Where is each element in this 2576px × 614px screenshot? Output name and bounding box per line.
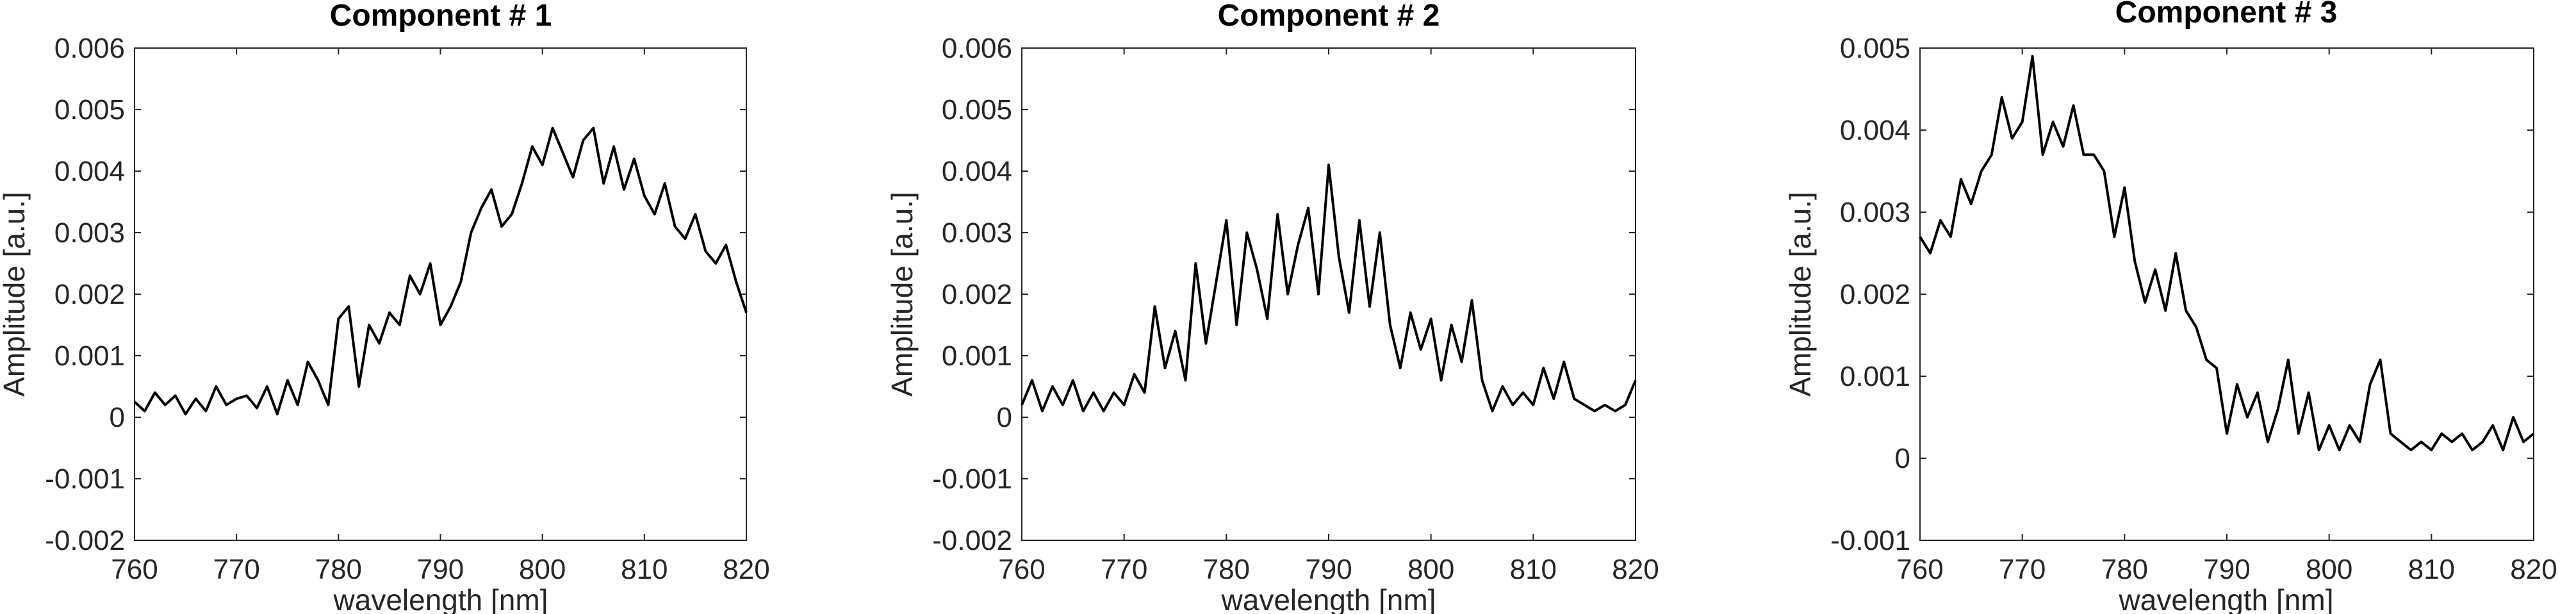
- chart-panel-3: Component # 3 -0.001 0 0.001 0.002 0.003 0.00…: [1784, 0, 2557, 614]
- plot-area: [1021, 47, 1636, 541]
- x-tick-label: 780: [315, 554, 362, 585]
- y-tick-label: 0.004: [54, 156, 125, 187]
- x-axis-label: wavelength [nm]: [1221, 583, 1436, 614]
- y-tick-label: 0.003: [942, 217, 1012, 249]
- y-tick-label: 0.003: [1840, 197, 1910, 228]
- x-tick-label: 820: [2510, 554, 2557, 585]
- y-tick-label: 0.005: [1840, 33, 1910, 64]
- y-tick-label: 0.003: [54, 217, 125, 249]
- x-tick-label: 770: [1101, 554, 1147, 585]
- y-tick-label: -0.001: [45, 463, 125, 495]
- x-tick-label: 790: [417, 554, 464, 585]
- y-tick-label: 0.002: [1840, 279, 1910, 310]
- x-tick-label: 820: [1612, 554, 1659, 585]
- y-tick-label: 0: [997, 402, 1012, 433]
- plot-area: [1919, 47, 2534, 541]
- x-tick-label: 790: [2203, 554, 2250, 585]
- plot-area: [134, 47, 747, 541]
- x-axis: 760 770 780 790 800 810 820: [111, 48, 770, 585]
- x-tick-label: 780: [2101, 554, 2148, 585]
- y-tick-label: 0.001: [54, 340, 125, 372]
- x-tick-label: 780: [1203, 554, 1250, 585]
- x-axis-label: wavelength [nm]: [2119, 583, 2334, 614]
- y-axis: -0.002 -0.001 0 0.001 0.002 0.003 0.004 0.005 0.…: [932, 33, 1636, 556]
- y-axis: -0.002 -0.001 0 0.001 0.002 0.003 0.004 0.005 0.…: [45, 33, 746, 556]
- x-tick-label: 770: [213, 554, 259, 585]
- chart-panel-1: Component # 1 -0.002 -0.001 0 0.001 0.002 0.0…: [0, 0, 770, 614]
- x-axis-label: wavelength [nm]: [333, 583, 548, 614]
- y-tick-label: 0.001: [1840, 361, 1910, 392]
- x-tick-label: 800: [519, 554, 566, 585]
- y-axis: -0.001 0 0.001 0.002 0.003 0.004 0.005: [1830, 33, 2534, 556]
- y-tick-label: 0: [1895, 443, 1910, 474]
- x-tick-label: 800: [2306, 554, 2352, 585]
- x-tick-label: 760: [111, 554, 158, 585]
- data-series-line: [133, 126, 748, 416]
- x-tick-label: 760: [1896, 554, 1943, 585]
- chart-title: Component # 2: [1218, 0, 1440, 33]
- x-tick-label: 800: [1407, 554, 1454, 585]
- y-tick-label: 0.001: [942, 340, 1012, 372]
- y-tick-label: 0.006: [54, 33, 125, 64]
- chart-title: Component # 3: [2115, 0, 2338, 29]
- x-axis: 760 770 780 790 800 810 820: [1896, 48, 2557, 585]
- y-tick-label: 0.004: [942, 156, 1012, 187]
- x-tick-label: 790: [1305, 554, 1352, 585]
- y-tick-label: -0.001: [1830, 525, 1910, 556]
- y-tick-label: 0.002: [942, 279, 1012, 310]
- y-tick-label: 0.005: [54, 94, 125, 126]
- y-tick-label: 0.006: [942, 33, 1012, 64]
- y-axis-label: Amplitude [a.u.]: [0, 192, 31, 397]
- chart-panel-2: Component # 2 -0.002 -0.001 0 0.001 0.002 0.0…: [885, 0, 1659, 614]
- x-tick-label: 810: [1510, 554, 1557, 585]
- y-axis-label: Amplitude [a.u.]: [1784, 192, 1817, 397]
- y-tick-label: 0: [110, 402, 125, 433]
- x-tick-label: 760: [998, 554, 1045, 585]
- y-tick-label: -0.002: [932, 525, 1012, 556]
- x-axis: 760 770 780 790 800 810 820: [998, 48, 1659, 585]
- x-tick-label: 810: [621, 554, 668, 585]
- y-axis-label: Amplitude [a.u.]: [885, 192, 919, 397]
- x-tick-label: 820: [723, 554, 769, 585]
- y-tick-label: -0.002: [45, 525, 125, 556]
- data-series-line: [1919, 54, 2535, 452]
- x-tick-label: 770: [1999, 554, 2046, 585]
- y-tick-label: 0.002: [54, 279, 125, 310]
- y-tick-label: 0.004: [1840, 115, 1910, 146]
- y-tick-label: 0.005: [942, 94, 1012, 126]
- x-tick-label: 810: [2408, 554, 2455, 585]
- chart-title: Component # 1: [330, 0, 552, 33]
- data-series-line: [1021, 163, 1637, 413]
- y-tick-label: -0.001: [932, 463, 1012, 495]
